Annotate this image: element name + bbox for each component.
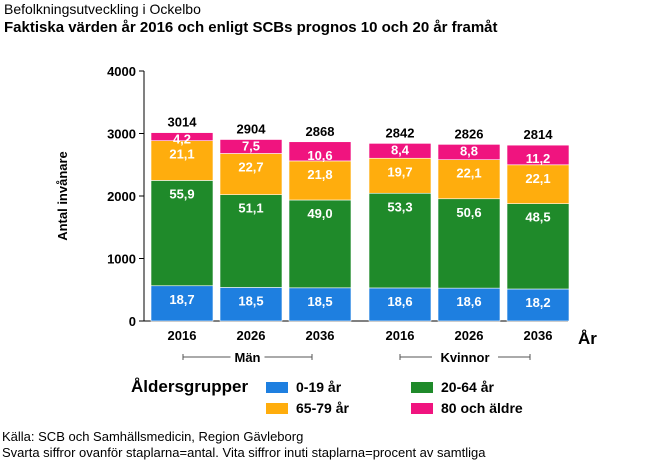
total-label: 2842 (386, 125, 415, 140)
percent-label: 48,5 (525, 210, 550, 225)
percent-label: 18,7 (169, 292, 194, 307)
x-tick-label: 2016 (386, 328, 415, 343)
percent-label: 49,0 (307, 206, 332, 221)
bar-segment-age_20_64 (437, 198, 501, 289)
total-label: 2814 (524, 127, 554, 142)
percent-label: 18,2 (525, 295, 550, 310)
legend-swatch-80-plus (411, 402, 433, 414)
stacked-bar-chart: 0 1000 2000 3000 4000 Antal invånare 18,7 55,9 2… (55, 64, 597, 365)
percent-label: 7,5 (242, 139, 260, 154)
chart-subtitle: Faktiska värden år 2016 och enligt SCBs … (4, 19, 498, 36)
bar-segment-age_65_79 (437, 159, 501, 200)
legend-item-65-79: 65-79 år (266, 400, 349, 416)
total-label: 2868 (306, 124, 335, 139)
chart-title: Befolkningsutveckling i Ockelbo (4, 1, 201, 17)
bar-segment-age_80_plus (150, 132, 214, 141)
bar-segment-age_20_64 (288, 199, 352, 289)
percent-label: 18,5 (238, 293, 263, 308)
total-label: 3014 (168, 115, 198, 130)
y-axis-label: Antal invånare (55, 151, 70, 241)
group-label-background (432, 349, 498, 365)
legend-title: Åldersgrupper (131, 377, 249, 396)
percent-label: 21,8 (307, 167, 332, 182)
bar-segment-age_20_64 (150, 180, 214, 287)
percent-label: 21,1 (169, 147, 194, 162)
legend-swatch-0-19 (266, 381, 288, 393)
total-label: 2904 (237, 122, 267, 137)
bar-segment-age_80_plus (368, 143, 432, 159)
x-tick-label: 2036 (524, 328, 553, 343)
percent-label: 8,4 (391, 142, 410, 157)
y-tick-label: 2000 (107, 189, 136, 204)
percent-label: 22,1 (525, 171, 550, 186)
bar-segment-age_0_19 (506, 288, 570, 322)
total-label: 2826 (455, 126, 484, 141)
legend-item-0-19: 0-19 år (266, 379, 341, 395)
percent-label: 8,8 (460, 143, 478, 158)
y-tick-label: 0 (129, 314, 136, 329)
x-tick-label: 2026 (455, 328, 484, 343)
legend-swatch-65-79 (266, 402, 288, 414)
percent-label: 10,6 (307, 148, 332, 163)
percent-label: 11,2 (526, 151, 551, 166)
legend-item-20-64: 20-64 år (411, 379, 494, 395)
group-label-background (230, 349, 265, 365)
percent-label: 18,5 (307, 294, 332, 309)
bar-segment-age_20_64 (219, 194, 283, 288)
bar-segment-age_0_19 (150, 285, 214, 322)
bar-segment-age_80_plus (506, 144, 570, 166)
x-axis-label: År (578, 329, 597, 348)
x-tick-label: 2026 (237, 328, 266, 343)
bar-segment-age_80_plus (288, 141, 352, 162)
bar-segment-age_65_79 (288, 160, 352, 201)
bar-segment-age_65_79 (368, 157, 432, 194)
group-label: Kvinnor (440, 350, 489, 365)
legend-swatch-20-64 (411, 381, 433, 393)
percent-label: 53,3 (387, 199, 412, 214)
bar-segment-age_0_19 (368, 287, 432, 322)
percent-label: 19,7 (387, 164, 412, 179)
bar-segment-age_80_plus (219, 139, 283, 154)
legend-label-0-19: 0-19 år (296, 379, 342, 395)
y-tick-label: 1000 (107, 252, 136, 267)
legend-item-80-plus: 80 och äldre (411, 400, 523, 416)
percent-label: 22,1 (456, 166, 481, 181)
x-tick-label: 2036 (306, 328, 335, 343)
bar-segment-age_80_plus (437, 144, 501, 160)
source-note: Källa: SCB och Samhällsmedicin, Region G… (2, 429, 304, 444)
bar-segment-age_20_64 (506, 203, 570, 290)
percent-label: 18,6 (387, 294, 412, 309)
legend-label-20-64: 20-64 år (441, 379, 494, 395)
percent-label: 50,6 (456, 205, 481, 220)
y-tick-label: 3000 (107, 127, 136, 142)
percent-label: 51,1 (238, 201, 263, 216)
legend-label-80-plus: 80 och äldre (441, 400, 523, 416)
bar-segment-age_20_64 (368, 192, 432, 289)
group-label: Män (235, 350, 261, 365)
explanation-note: Svarta siffror ovanför staplarna=antal. … (2, 445, 486, 460)
x-tick-label: 2016 (168, 328, 197, 343)
percent-label: 18,6 (456, 294, 481, 309)
percent-label: 4,2 (173, 132, 191, 147)
bar-segment-age_65_79 (506, 164, 570, 204)
percent-label: 55,9 (169, 186, 194, 201)
bar-segment-age_65_79 (219, 153, 283, 195)
y-tick-label: 4000 (107, 64, 136, 79)
legend-label-65-79: 65-79 år (296, 400, 349, 416)
percent-label: 22,7 (238, 160, 263, 175)
